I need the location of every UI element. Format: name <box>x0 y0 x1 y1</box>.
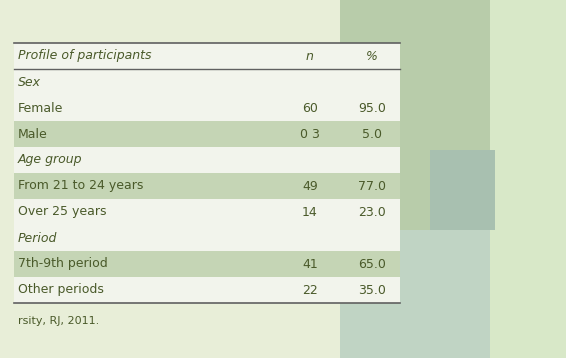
Text: Profile of participants: Profile of participants <box>18 49 152 63</box>
Text: Other periods: Other periods <box>18 284 104 296</box>
Text: 77.0: 77.0 <box>358 179 386 193</box>
Bar <box>340 0 490 230</box>
Bar <box>14 69 400 95</box>
Text: Over 25 years: Over 25 years <box>18 205 106 218</box>
Text: 14: 14 <box>302 205 318 218</box>
Bar <box>14 147 400 173</box>
Bar <box>14 225 400 251</box>
Text: Female: Female <box>18 102 63 115</box>
Text: Sex: Sex <box>18 76 41 88</box>
Text: 22: 22 <box>302 284 318 296</box>
Text: 60: 60 <box>302 102 318 115</box>
Bar <box>14 43 400 69</box>
Bar <box>14 95 400 121</box>
Text: 65.0: 65.0 <box>358 257 386 271</box>
Text: 95.0: 95.0 <box>358 102 386 115</box>
Bar <box>490 0 566 358</box>
Bar <box>430 150 495 230</box>
Text: 5.0: 5.0 <box>362 127 382 140</box>
Bar <box>14 199 400 225</box>
Bar <box>340 230 490 358</box>
Text: 41: 41 <box>302 257 318 271</box>
Text: Male: Male <box>18 127 48 140</box>
Bar <box>14 121 400 147</box>
Bar <box>14 173 400 199</box>
Text: rsity, RJ, 2011.: rsity, RJ, 2011. <box>18 316 99 326</box>
Bar <box>14 251 400 277</box>
Text: 0 3: 0 3 <box>300 127 320 140</box>
Text: 35.0: 35.0 <box>358 284 386 296</box>
Text: 23.0: 23.0 <box>358 205 386 218</box>
Text: Age group: Age group <box>18 154 83 166</box>
Text: n: n <box>306 49 314 63</box>
Text: 7th-9th period: 7th-9th period <box>18 257 108 271</box>
Text: From 21 to 24 years: From 21 to 24 years <box>18 179 143 193</box>
Text: %: % <box>366 49 378 63</box>
Text: 49: 49 <box>302 179 318 193</box>
Bar <box>14 277 400 303</box>
Text: Period: Period <box>18 232 57 245</box>
